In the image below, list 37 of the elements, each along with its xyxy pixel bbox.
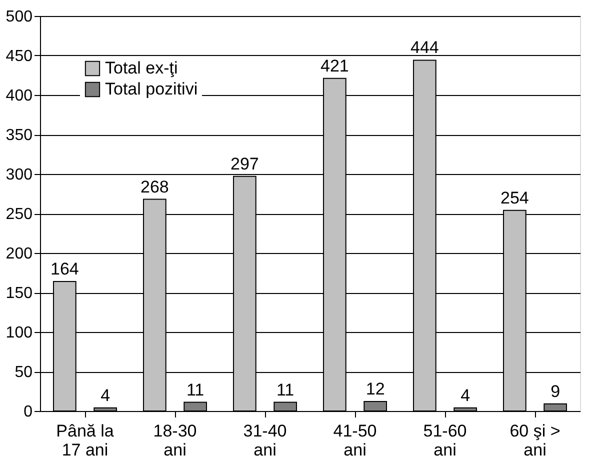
- x-tick-label: 51-60 ani: [423, 422, 467, 460]
- data-label: 12: [366, 380, 385, 399]
- data-label: 9: [550, 382, 560, 401]
- data-label: 444: [410, 38, 439, 58]
- y-tick-label: 100: [6, 324, 33, 342]
- y-tick-label: 300: [6, 166, 33, 184]
- data-label: 11: [186, 380, 204, 400]
- data-label: 254: [500, 188, 529, 208]
- legend-label: Total pozitivi: [105, 80, 198, 98]
- y-tick-label: 200: [6, 246, 33, 262]
- y-tick-label: 0: [24, 404, 33, 420]
- legend-label: Total ex-ţi: [105, 58, 178, 78]
- data-label: 4: [460, 386, 470, 405]
- bar: [94, 407, 117, 412]
- x-tick-label: 31-40 ani: [243, 422, 287, 460]
- data-label: 164: [50, 259, 79, 278]
- bar: [544, 403, 567, 412]
- data-label: 11: [276, 380, 294, 400]
- x-tick-label: Până la 17 ani: [56, 422, 114, 460]
- y-tick-label: 250: [6, 206, 33, 223]
- bar: [274, 402, 297, 412]
- y-tick-label: 350: [6, 127, 33, 144]
- y-tick-label: 150: [6, 285, 33, 302]
- bar: [454, 407, 477, 412]
- bar: [184, 402, 207, 412]
- data-label: 4: [100, 386, 110, 405]
- y-tick-label: 50: [14, 364, 33, 381]
- x-tick-label: 60 şi > ani: [510, 422, 560, 460]
- y-tick-label: 400: [6, 88, 33, 104]
- data-label: 297: [230, 154, 259, 174]
- y-tick-label: 450: [6, 48, 33, 65]
- x-tick-label: 41-50 ani: [333, 422, 377, 460]
- data-label: 268: [140, 177, 169, 196]
- x-tick-label: 18-30 ani: [153, 422, 197, 460]
- data-label: 421: [320, 56, 349, 76]
- bar: [364, 401, 387, 412]
- y-tick-label: 500: [6, 8, 33, 26]
